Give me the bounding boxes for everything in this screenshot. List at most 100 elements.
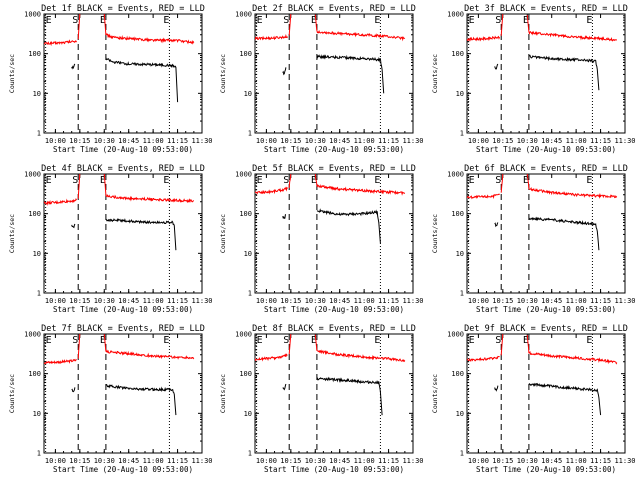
plot-frame <box>43 13 203 134</box>
y-tick-label: 10 <box>244 410 252 418</box>
x-tick-label: 10:45 <box>541 457 562 465</box>
series-line-events <box>282 67 287 76</box>
x-tick-label: 10:00 <box>468 297 489 305</box>
marker-label: E <box>257 15 263 26</box>
x-tick-label: 10:45 <box>329 137 350 145</box>
x-tick-label: 11:30 <box>402 297 423 305</box>
series-line-events <box>316 54 385 94</box>
marker-label: S <box>495 15 501 26</box>
y-tick-label: 100 <box>451 210 464 218</box>
x-tick-label: 11:00 <box>143 297 164 305</box>
marker-label: E <box>100 335 106 346</box>
series-line-events <box>528 382 602 416</box>
series-line-events <box>71 223 76 229</box>
marker-label: E <box>46 175 52 186</box>
x-tick-label: 10:00 <box>45 457 66 465</box>
plot-title: Det 2f BLACK = Events, RED = LLD <box>252 4 416 14</box>
marker-label: E <box>46 335 52 346</box>
y-tick-label: 1 <box>37 450 41 458</box>
x-tick-label: 11:00 <box>143 457 164 465</box>
y-tick-label: 10 <box>33 90 41 98</box>
series-line-lld <box>44 358 77 365</box>
y-tick-label: 100 <box>451 50 464 58</box>
x-tick-label: 10:00 <box>468 137 489 145</box>
marker-label: S <box>283 15 289 26</box>
y-tick-label: 1000 <box>235 331 252 339</box>
x-tick-label: 11:00 <box>566 297 587 305</box>
chart-panel-2: Det 2f BLACK = Events, RED = LLD Counts/s… <box>219 4 424 154</box>
y-tick-label: 10 <box>456 250 464 258</box>
x-tick-label: 10:00 <box>468 457 489 465</box>
x-tick-label: 10:30 <box>94 297 115 305</box>
x-tick-label: 11:15 <box>167 297 188 305</box>
plot-frame <box>43 173 203 294</box>
y-tick-label: 10 <box>244 90 252 98</box>
y-tick-label: 1000 <box>447 331 464 339</box>
series-line-events <box>316 208 381 244</box>
x-axis-label: Start Time (20-Aug-10 09:53:00) <box>264 465 404 474</box>
series-line-lld <box>255 353 288 362</box>
series-line-lld <box>526 174 618 199</box>
marker-label: E <box>257 335 263 346</box>
series-line-events <box>494 222 499 228</box>
marker-label: E <box>46 15 52 26</box>
marker-label: E <box>374 175 380 186</box>
series-line-lld <box>526 14 618 42</box>
x-axis-label: Start Time (20-Aug-10 09:53:00) <box>53 465 193 474</box>
x-axis-label: Start Time (20-Aug-10 09:53:00) <box>53 145 193 154</box>
y-tick-label: 100 <box>239 50 252 58</box>
y-tick-label: 100 <box>239 370 252 378</box>
y-tick-label: 1 <box>460 130 464 138</box>
chart-panel-4: Det 4f BLACK = Events, RED = LLD Counts/s… <box>8 164 213 314</box>
series-line-lld <box>288 174 292 189</box>
series-line-events <box>494 385 499 392</box>
series-line-lld <box>314 14 406 42</box>
x-axis-label: Start Time (20-Aug-10 09:53:00) <box>476 145 616 154</box>
x-tick-label: 11:00 <box>354 297 375 305</box>
marker-label: S <box>72 175 78 186</box>
marker-label: S <box>72 15 78 26</box>
series-line-lld <box>288 14 292 36</box>
series-line-lld <box>500 174 504 193</box>
series-line-lld <box>77 174 81 199</box>
x-axis-label: Start Time (20-Aug-10 09:53:00) <box>264 305 404 314</box>
series-line-lld <box>314 174 406 196</box>
marker-label: E <box>523 15 529 26</box>
marker-label: E <box>469 175 475 186</box>
marker-label: E <box>523 335 529 346</box>
marker-label: S <box>495 335 501 346</box>
x-tick-label: 11:30 <box>402 457 423 465</box>
x-tick-label: 11:00 <box>354 137 375 145</box>
marker-label: E <box>469 335 475 346</box>
series-line-lld <box>44 197 78 206</box>
x-tick-label: 10:30 <box>517 297 538 305</box>
x-axis-label: Start Time (20-Aug-10 09:53:00) <box>53 305 193 314</box>
x-tick-label: 10:45 <box>118 457 139 465</box>
series-line-lld <box>103 14 195 45</box>
series-line-events <box>71 63 76 70</box>
y-axis-label: Counts/sec <box>8 54 16 93</box>
y-tick-label: 10 <box>456 90 464 98</box>
x-tick-label: 10:45 <box>329 297 350 305</box>
x-tick-label: 11:15 <box>590 457 611 465</box>
plot-frame <box>254 333 414 454</box>
x-tick-label: 11:30 <box>191 137 212 145</box>
x-tick-label: 11:15 <box>590 137 611 145</box>
y-tick-label: 1 <box>248 450 252 458</box>
series-line-lld <box>314 334 406 363</box>
y-tick-label: 1 <box>248 290 252 298</box>
series-line-events <box>105 384 177 416</box>
y-tick-label: 1000 <box>24 331 41 339</box>
marker-label: E <box>469 15 475 26</box>
y-tick-label: 1 <box>460 290 464 298</box>
marker-label: E <box>586 175 592 186</box>
x-tick-label: 10:15 <box>280 457 301 465</box>
series-line-events <box>105 218 177 251</box>
plot-title: Det 9f BLACK = Events, RED = LLD <box>464 324 628 334</box>
y-tick-label: 100 <box>451 370 464 378</box>
x-tick-label: 10:15 <box>69 457 90 465</box>
plot-title: Det 3f BLACK = Events, RED = LLD <box>464 4 628 14</box>
series-line-events <box>494 63 499 70</box>
y-tick-label: 10 <box>33 410 41 418</box>
